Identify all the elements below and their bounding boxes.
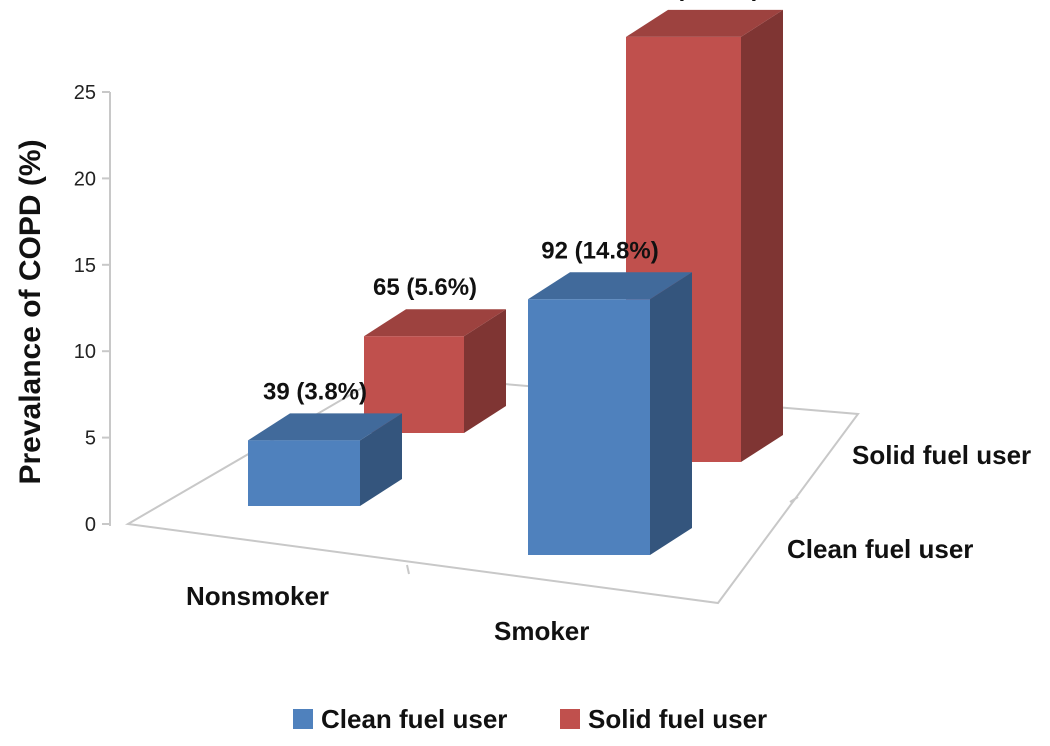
depth-tick-mark <box>789 496 799 503</box>
y-axis-title: Prevalance of COPD (%) <box>14 139 47 484</box>
legend-swatch <box>293 709 313 729</box>
bar-top-face <box>364 309 506 337</box>
data-label: 171 (24.6%) <box>629 0 760 2</box>
y-tick-label: 5 <box>85 428 96 450</box>
legend-item: Solid fuel user <box>560 704 767 734</box>
data-label: 65 (5.6%) <box>373 274 477 301</box>
y-tick-label: 10 <box>74 341 96 363</box>
bar-front-face <box>528 299 650 555</box>
y-tick-label: 15 <box>74 255 96 277</box>
bar-top-face <box>248 413 402 441</box>
bar-top-face <box>528 272 692 300</box>
x-category-label: Nonsmoker <box>186 581 329 611</box>
y-tick-label: 25 <box>74 82 96 104</box>
y-tick-label: 20 <box>74 168 96 190</box>
x-tick-mark <box>406 564 410 575</box>
legend: Clean fuel user Solid fuel user <box>293 704 767 734</box>
bar-side-face <box>360 413 402 506</box>
data-label: 92 (14.8%) <box>541 237 658 264</box>
y-tick-label: 0 <box>85 514 96 536</box>
data-label: 39 (3.8%) <box>263 378 367 405</box>
legend-swatch <box>560 709 580 729</box>
x-category-label: Smoker <box>494 616 589 646</box>
bar-top-face <box>626 9 783 37</box>
bar-side-face <box>650 272 692 555</box>
bar-front-face <box>248 440 360 506</box>
legend-label: Clean fuel user <box>321 704 507 734</box>
bar <box>528 272 692 555</box>
bar-side-face <box>464 309 506 433</box>
legend-label: Solid fuel user <box>588 704 767 734</box>
axes-layer: 0 5 10 15 20 25 Nonsmoker Smoker Clean fuel user… <box>74 82 1031 646</box>
legend-item: Clean fuel user <box>293 704 507 734</box>
depth-axis-label: Solid fuel user <box>852 440 1031 470</box>
bars-layer <box>248 9 783 555</box>
depth-axis-label: Clean fuel user <box>787 534 973 564</box>
bar <box>248 413 402 506</box>
labels-layer: 65 (5.6%) 171 (24.6%) 39 (3.8%) 92 (14.8%) <box>263 0 760 405</box>
bar-side-face <box>741 9 783 463</box>
